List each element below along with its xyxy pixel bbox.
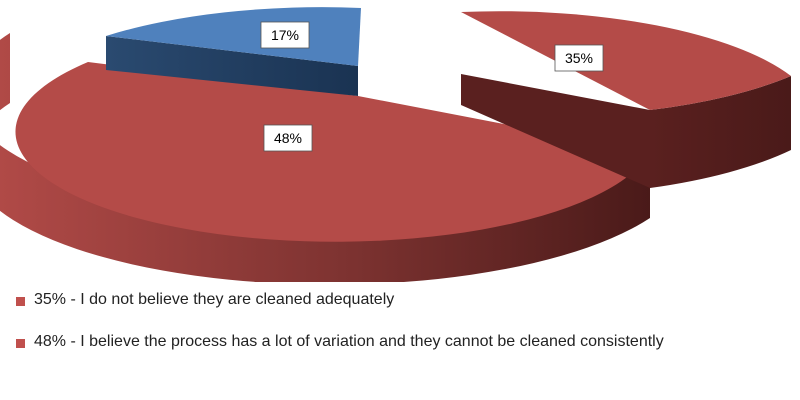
legend-label-48: 48% - I believe the process has a lot of…: [34, 333, 664, 350]
slice-label-17: 17%: [260, 21, 310, 49]
slice-35-side-outer: [650, 76, 791, 188]
legend-label-35: 35% - I do not believe they are cleaned …: [34, 291, 395, 308]
slice-48-top: [15, 62, 651, 242]
slice-label-17-text: 17%: [271, 27, 299, 43]
slice-35-top: [461, 11, 791, 110]
legend-item-48: 48% - I believe the process has a lot of…: [16, 330, 786, 354]
legend: 35% - I do not believe they are cleaned …: [16, 288, 786, 372]
slice-17-side: [106, 36, 358, 96]
slice-label-48: 48%: [263, 124, 313, 152]
slice-label-48-text: 48%: [274, 130, 302, 146]
slice-48: 48%: [0, 33, 651, 282]
slice-label-35-text: 35%: [565, 50, 593, 66]
slice-35: 35%: [461, 11, 791, 188]
pie-chart-plot: 48% 35% 17%: [0, 7, 791, 282]
slice-35-side: [461, 12, 650, 188]
slice-17: 17%: [106, 7, 361, 96]
slice-label-35: 35%: [554, 44, 604, 72]
legend-item-35: 35% - I do not believe they are cleaned …: [16, 288, 786, 312]
legend-swatch-35: [16, 297, 25, 306]
legend-swatch-48: [16, 339, 25, 348]
